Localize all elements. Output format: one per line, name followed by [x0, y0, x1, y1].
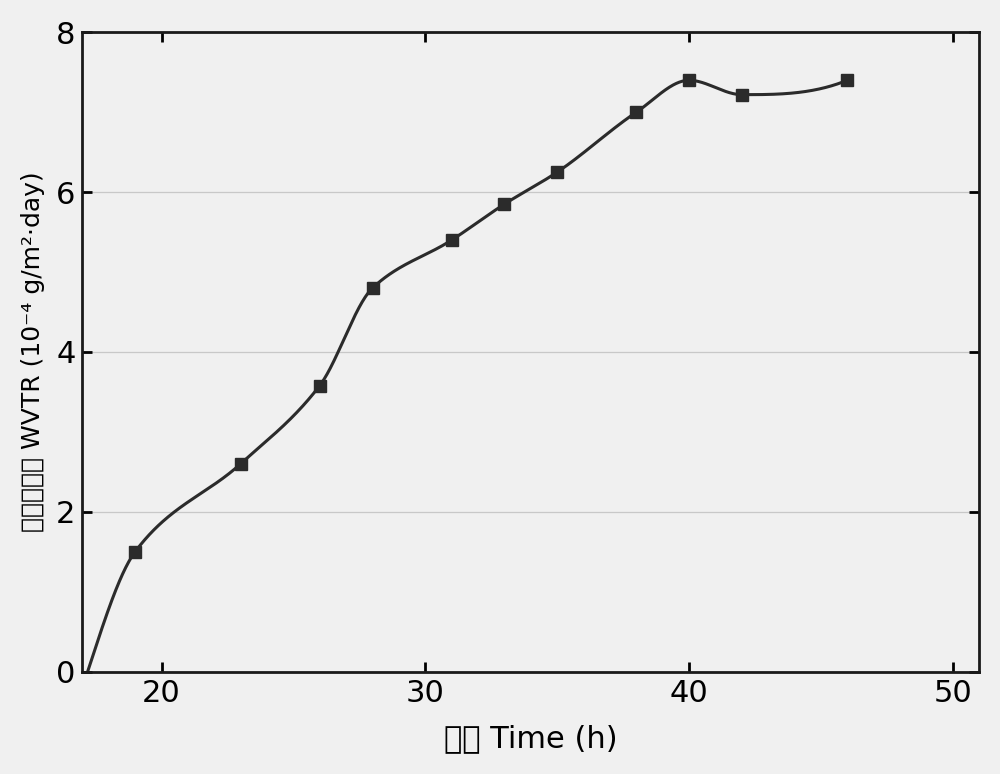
X-axis label: 时间 Time (h): 时间 Time (h): [444, 724, 618, 753]
Y-axis label: 水汽渗透率 WVTR (10⁻⁴ g/m²·day): 水汽渗透率 WVTR (10⁻⁴ g/m²·day): [21, 172, 45, 533]
